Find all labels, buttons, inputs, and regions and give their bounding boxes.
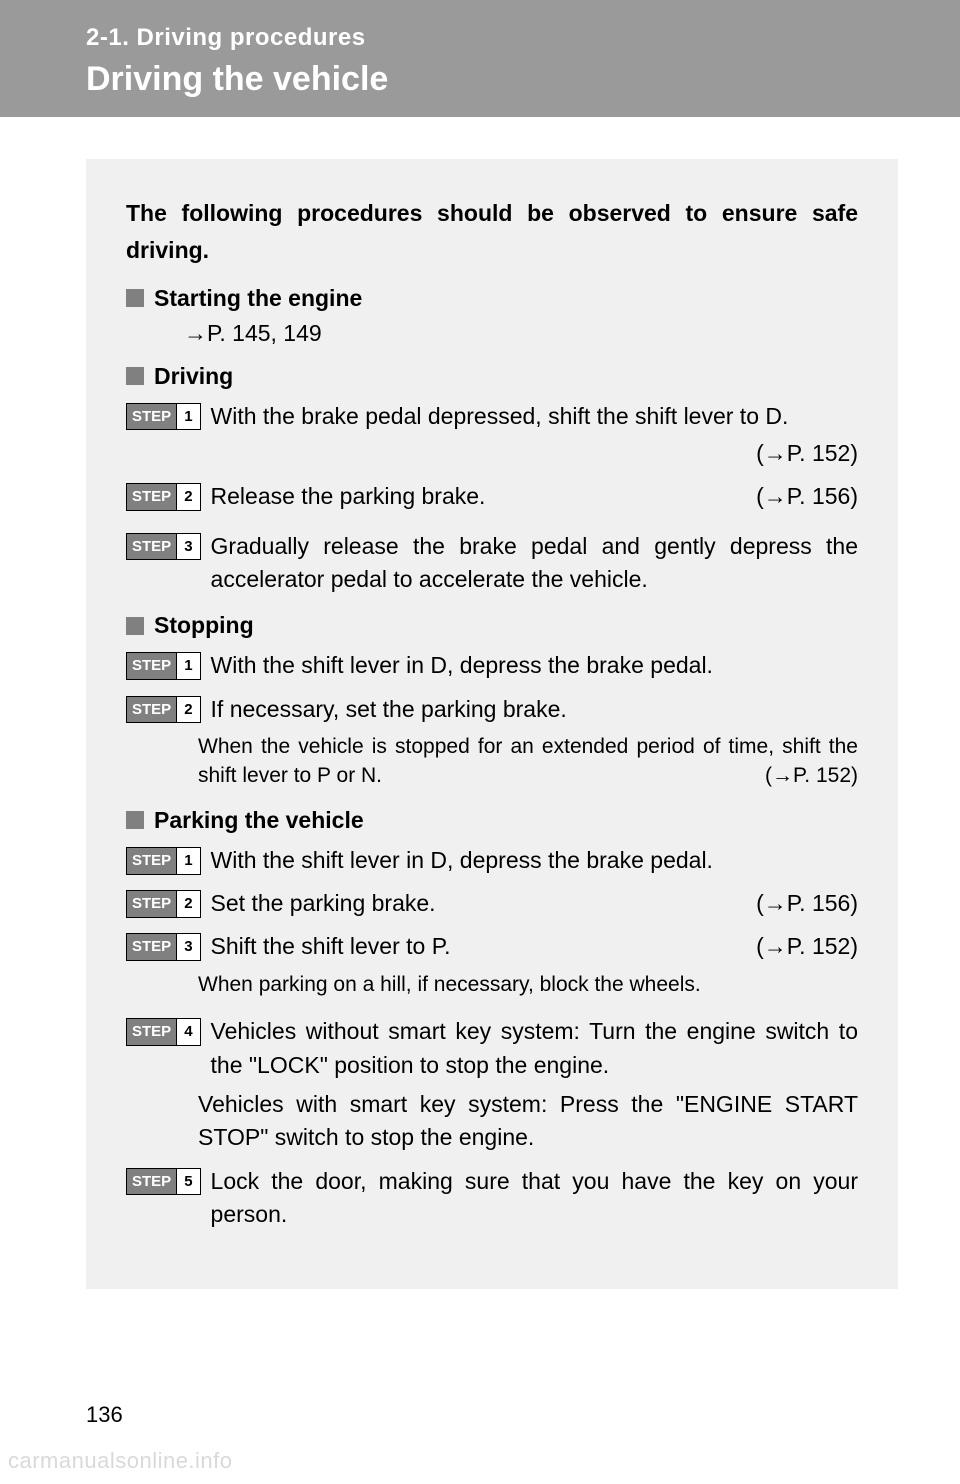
step-label: STEP [126,696,177,724]
parking-step-2: STEP 2 Set the parking brake. (→P. 156) [126,887,858,920]
subhead-parking: Parking the vehicle [126,807,858,834]
section-number: 2-1. Driving procedures [86,24,960,52]
step-label: STEP [126,533,177,561]
step-label: STEP [126,1168,177,1196]
step-num: 2 [177,890,200,918]
step-label: STEP [126,403,177,431]
step-num: 3 [177,933,200,961]
step-text: With the brake pedal depressed, shift th… [211,400,858,433]
driving-step-1-ref: (→P. 152) [126,437,858,470]
step-text: Gradually release the brake pedal and ge… [211,530,858,597]
step-label: STEP [126,933,177,961]
starting-ref: →P. 145, 149 [184,320,858,347]
step-badge: STEP 3 [126,533,201,561]
step-text: Vehicles without smart key system: Turn … [211,1015,858,1082]
header-band: 2-1. Driving procedures Driving the vehi… [0,0,960,117]
step-text-inner: Shift the shift lever to P. [211,933,451,959]
intro-text: The following procedures should be obser… [126,195,858,269]
step-num: 1 [177,847,200,875]
page-title: Driving the vehicle [86,60,960,99]
step-text: If necessary, set the parking brake. [211,693,858,726]
step-text: Lock the door, making sure that you have… [211,1165,858,1232]
page-number: 136 [86,1402,123,1428]
step-label: STEP [126,847,177,875]
step-num: 3 [177,533,200,561]
step-badge: STEP 2 [126,696,201,724]
step-text: Set the parking brake. (→P. 156) [211,887,858,920]
driving-step-3: STEP 3 Gradually release the brake pedal… [126,530,858,597]
watermark: carmanualsonline.info [8,1448,233,1474]
step-badge: STEP 1 [126,847,201,875]
subhead-starting-text: Starting the engine [154,285,362,312]
driving-step-1: STEP 1 With the brake pedal depressed, s… [126,400,858,433]
page-ref: (→P. 152) [756,437,858,470]
subhead-parking-text: Parking the vehicle [154,807,364,834]
step-label: STEP [126,652,177,680]
parking-step-4: STEP 4 Vehicles without smart key system… [126,1015,858,1082]
parking-step-1: STEP 1 With the shift lever in D, depres… [126,844,858,877]
driving-step-2: STEP 2 Release the parking brake. (→P. 15… [126,480,858,513]
step-num: 1 [177,652,200,680]
step-badge: STEP 2 [126,890,201,918]
parking-note-1: When parking on a hill, if necessary, bl… [198,970,858,999]
step-num: 2 [177,696,200,724]
step-badge: STEP 1 [126,652,201,680]
step-text: Release the parking brake. (→P. 156) [211,480,858,513]
subhead-driving-text: Driving [154,363,233,390]
step-label: STEP [126,890,177,918]
square-bullet-icon [126,617,144,635]
step-num: 2 [177,483,200,511]
step-num: 1 [177,403,200,431]
step-text-inner: Set the parking brake. [211,890,436,916]
parking-step-4b: Vehicles with smart key system: Press th… [198,1088,858,1155]
subhead-stopping: Stopping [126,612,858,639]
step-text: Shift the shift lever to P. (→P. 152) [211,930,858,963]
square-bullet-icon [126,811,144,829]
stopping-note: When the vehicle is stopped for an exten… [198,732,858,791]
step-text: With the shift lever in D, depress the b… [211,649,858,682]
step-badge: STEP 1 [126,403,201,431]
stopping-note-text: When the vehicle is stopped for an exten… [198,735,858,787]
page-ref: (→P. 156) [756,887,858,920]
step-badge: STEP 4 [126,1018,201,1046]
step-text-inner: Release the parking brake. [211,483,486,509]
page-ref: (→P. 152) [756,930,858,963]
page-ref: (→P. 156) [756,480,858,513]
stopping-step-1: STEP 1 With the shift lever in D, depres… [126,649,858,682]
step-badge: STEP 3 [126,933,201,961]
step-num: 4 [177,1018,200,1046]
content-box: The following procedures should be obser… [86,159,898,1289]
subhead-starting: Starting the engine [126,285,858,312]
square-bullet-icon [126,367,144,385]
parking-step-3: STEP 3 Shift the shift lever to P. (→P. 1… [126,930,858,963]
step-label: STEP [126,483,177,511]
step-label: STEP [126,1018,177,1046]
stopping-step-2: STEP 2 If necessary, set the parking bra… [126,693,858,726]
subhead-stopping-text: Stopping [154,612,254,639]
step-text: With the shift lever in D, depress the b… [211,844,858,877]
parking-step-5: STEP 5 Lock the door, making sure that y… [126,1165,858,1232]
subhead-driving: Driving [126,363,858,390]
step-badge: STEP 5 [126,1168,201,1196]
square-bullet-icon [126,289,144,307]
page-ref: (→P. 152) [765,761,858,790]
step-num: 5 [177,1168,200,1196]
step-badge: STEP 2 [126,483,201,511]
